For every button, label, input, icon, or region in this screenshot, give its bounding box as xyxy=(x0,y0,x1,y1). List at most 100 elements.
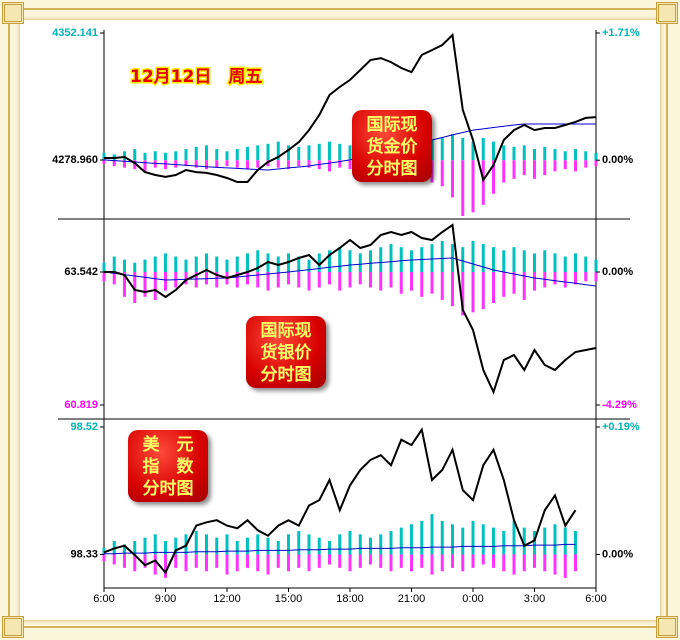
volume-bar xyxy=(256,554,260,572)
volume-bar xyxy=(440,520,444,555)
x-tick-label: 12:00 xyxy=(213,593,241,605)
volume-bar xyxy=(430,244,434,273)
volume-bar xyxy=(522,554,526,572)
volume-bar xyxy=(143,259,147,273)
volume-bar xyxy=(287,145,290,161)
volume-bar xyxy=(471,141,475,161)
volume-bar xyxy=(266,554,270,575)
volume-bar xyxy=(184,554,188,572)
y2-tick-label: +0.19% xyxy=(602,421,640,433)
y2-tick-label: 0.00% xyxy=(602,266,633,278)
volume-bar xyxy=(440,160,444,187)
volume-bar xyxy=(502,250,506,273)
volume-bar xyxy=(153,272,157,300)
x-tick-label: 21:00 xyxy=(398,593,426,605)
volume-bar xyxy=(143,537,147,555)
volume-bar xyxy=(410,524,413,555)
volume-bar xyxy=(215,272,219,288)
volume-bar xyxy=(471,554,475,568)
volume-bar xyxy=(553,160,557,172)
volume-bar xyxy=(215,537,219,555)
volume-bar xyxy=(492,247,495,273)
volume-bar xyxy=(574,253,577,273)
volume-bar xyxy=(317,253,321,273)
volume-bar xyxy=(430,160,434,183)
volume-bar xyxy=(164,152,167,161)
volume-bar xyxy=(430,554,434,575)
x-tick-label: 0:00 xyxy=(462,593,483,605)
volume-bar xyxy=(102,272,106,282)
volume-bar xyxy=(328,160,331,172)
volume-bar xyxy=(492,527,495,555)
y-tick-label: 63.542 xyxy=(64,266,98,278)
volume-bar xyxy=(164,541,167,555)
volume-bar xyxy=(553,554,557,575)
volume-bar xyxy=(358,272,362,285)
volume-bar xyxy=(563,256,567,273)
volume-bar xyxy=(205,160,208,170)
x-tick-label: 6:00 xyxy=(585,593,606,605)
volume-bar xyxy=(297,554,301,568)
volume-bar xyxy=(174,537,178,555)
volume-bar xyxy=(338,534,342,555)
volume-bar xyxy=(287,272,290,285)
volume-bar xyxy=(225,160,229,167)
volume-bar xyxy=(153,256,157,273)
volume-bar xyxy=(553,272,557,285)
volume-bar xyxy=(276,541,280,555)
volume-bar xyxy=(246,160,249,170)
volume-bar xyxy=(502,160,506,183)
volume-bar xyxy=(123,272,126,297)
volume-bar xyxy=(584,160,588,168)
volume-bar xyxy=(256,272,260,288)
volume-bar xyxy=(512,160,516,179)
volume-bar xyxy=(348,250,352,273)
volume-bar xyxy=(328,250,331,273)
volume-bar xyxy=(194,530,198,555)
volume-bar xyxy=(420,554,424,568)
volume-bar xyxy=(112,554,116,565)
volume-bar xyxy=(338,143,342,161)
volume-bar xyxy=(563,527,567,555)
volume-bar xyxy=(574,272,577,285)
volume-bar xyxy=(338,160,342,168)
volume-bar xyxy=(502,145,506,161)
volume-bar xyxy=(266,537,270,555)
volume-bar xyxy=(184,160,188,167)
badge-line: 美 元 xyxy=(142,435,194,455)
volume-bar xyxy=(164,272,167,291)
volume-bar xyxy=(205,145,208,161)
volume-bar xyxy=(133,541,137,555)
volume-bar xyxy=(492,554,495,568)
volume-bar xyxy=(430,514,434,555)
volume-bar xyxy=(574,530,577,555)
volume-bar xyxy=(492,160,495,194)
volume-bar xyxy=(594,152,598,161)
volume-bar xyxy=(235,160,239,168)
volume-bar xyxy=(317,272,321,288)
x-tick-label: 6:00 xyxy=(93,593,114,605)
volume-bar xyxy=(317,143,321,161)
y-tick-label: 98.33 xyxy=(70,548,98,560)
volume-bar xyxy=(451,272,454,307)
volume-bar xyxy=(471,520,475,555)
volume-bar xyxy=(133,272,137,304)
volume-bar xyxy=(256,250,260,273)
volume-bar xyxy=(389,530,393,555)
volume-bar xyxy=(451,134,454,161)
badge-line: 分时图 xyxy=(142,479,194,499)
volume-bar xyxy=(574,149,577,161)
badge-line: 指 数 xyxy=(142,457,194,477)
volume-bar xyxy=(205,554,208,572)
volume-bar xyxy=(594,272,598,282)
volume-bar xyxy=(205,253,208,273)
volume-bar xyxy=(481,524,485,555)
volume-bar xyxy=(184,149,188,161)
volume-bar xyxy=(594,160,598,167)
volume-bar xyxy=(399,527,403,555)
volume-bar xyxy=(574,160,577,172)
volume-bar xyxy=(553,149,557,161)
volume-bar xyxy=(235,272,239,288)
volume-bar xyxy=(522,272,526,300)
